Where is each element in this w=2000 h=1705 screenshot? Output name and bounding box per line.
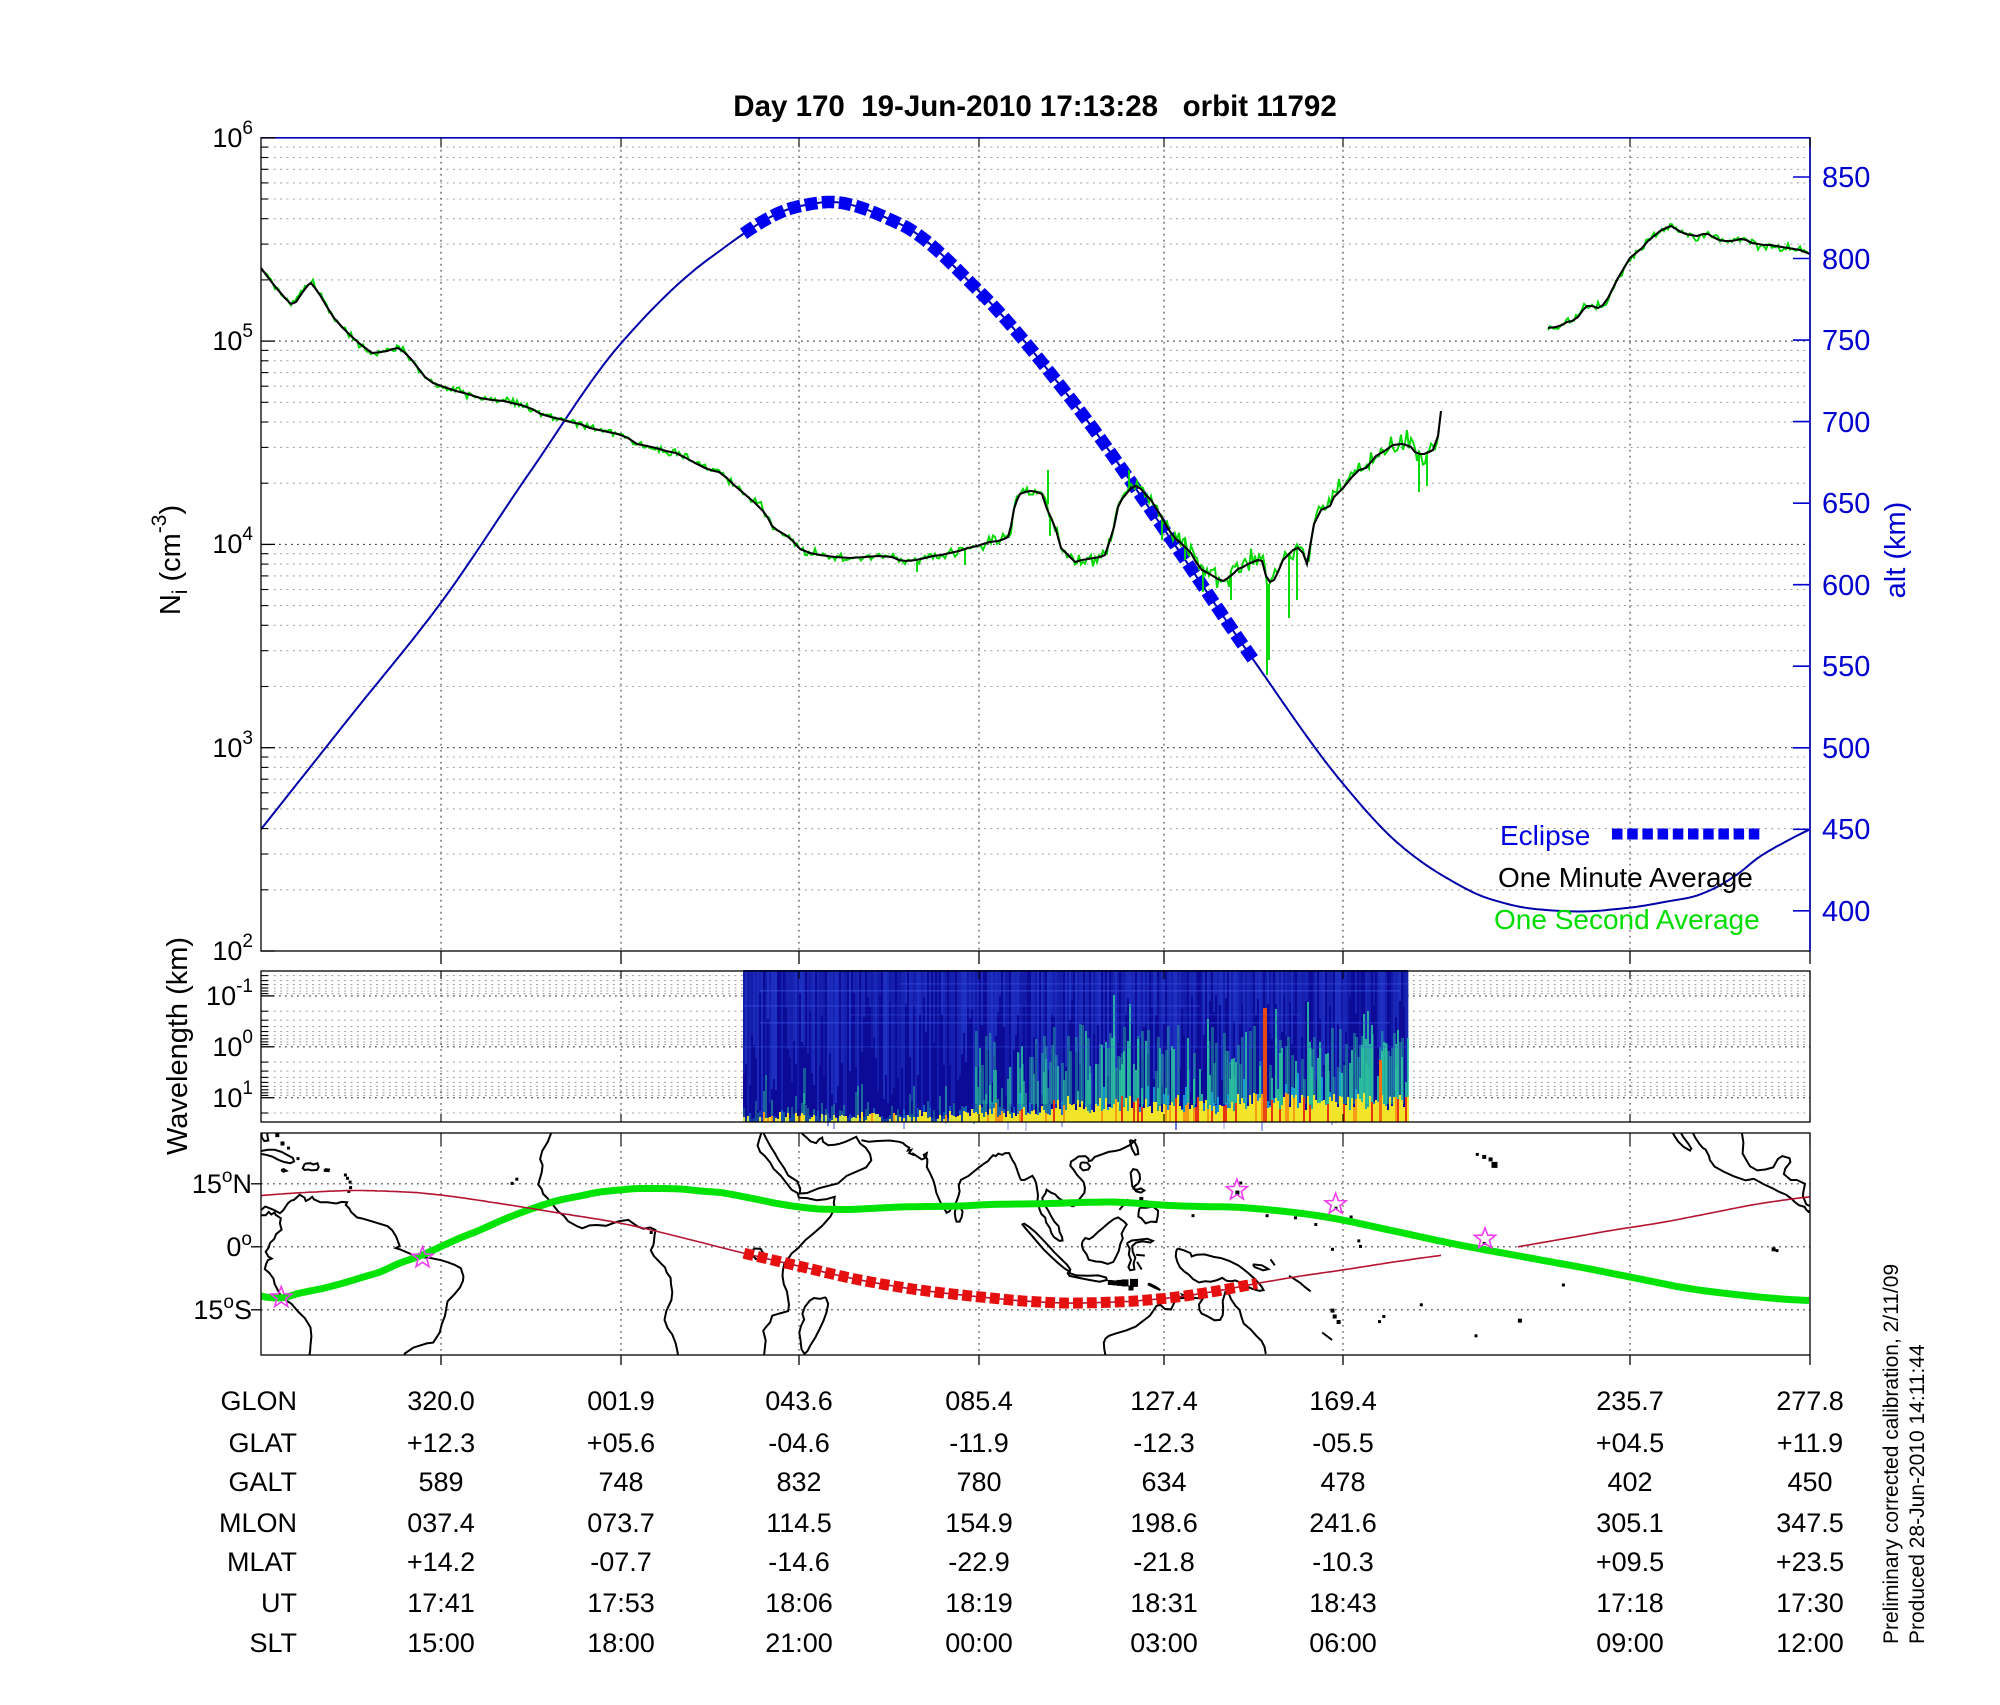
- svg-text:GLAT: GLAT: [228, 1428, 297, 1458]
- svg-text:347.5: 347.5: [1776, 1508, 1844, 1538]
- svg-text:18:31: 18:31: [1130, 1588, 1198, 1618]
- svg-text:700: 700: [1822, 407, 1870, 439]
- svg-text:001.9: 001.9: [587, 1386, 655, 1416]
- svg-text:21:00: 21:00: [765, 1628, 833, 1658]
- svg-text:198.6: 198.6: [1130, 1508, 1198, 1538]
- svg-text:Wavelength (km): Wavelength (km): [162, 937, 194, 1155]
- svg-text:105: 105: [212, 321, 253, 356]
- svg-text:MLAT: MLAT: [227, 1547, 297, 1577]
- svg-text:03:00: 03:00: [1130, 1628, 1198, 1658]
- svg-text:18:19: 18:19: [945, 1588, 1013, 1618]
- svg-text:Preliminary corrected calibrat: Preliminary corrected calibration, 2/11/…: [1880, 1264, 1903, 1644]
- svg-text:Produced 28-Jun-2010 14:11:44: Produced 28-Jun-2010 14:11:44: [1906, 1344, 1929, 1644]
- svg-text:305.1: 305.1: [1596, 1508, 1664, 1538]
- svg-text:241.6: 241.6: [1309, 1508, 1377, 1538]
- svg-text:18:00: 18:00: [587, 1628, 655, 1658]
- svg-text:18:43: 18:43: [1309, 1588, 1377, 1618]
- svg-text:-21.8: -21.8: [1133, 1547, 1195, 1577]
- svg-text:-10.3: -10.3: [1312, 1547, 1374, 1577]
- svg-text:17:18: 17:18: [1596, 1588, 1664, 1618]
- svg-text:One Second Average: One Second Average: [1494, 904, 1760, 935]
- svg-text:169.4: 169.4: [1309, 1386, 1377, 1416]
- svg-text:GLON: GLON: [220, 1386, 297, 1416]
- svg-text:-22.9: -22.9: [948, 1547, 1010, 1577]
- svg-text:037.4: 037.4: [407, 1508, 475, 1538]
- svg-text:17:30: 17:30: [1776, 1588, 1844, 1618]
- svg-text:-04.6: -04.6: [768, 1428, 830, 1458]
- svg-text:085.4: 085.4: [945, 1386, 1013, 1416]
- svg-text:235.7: 235.7: [1596, 1386, 1664, 1416]
- svg-text:06:00: 06:00: [1309, 1628, 1377, 1658]
- svg-text:18:06: 18:06: [765, 1588, 833, 1618]
- svg-text:+23.5: +23.5: [1776, 1547, 1844, 1577]
- svg-text:102: 102: [212, 931, 253, 966]
- svg-text:114.5: 114.5: [766, 1508, 832, 1538]
- svg-text:-05.5: -05.5: [1312, 1428, 1374, 1458]
- svg-text:+12.3: +12.3: [407, 1428, 475, 1458]
- svg-text:320.0: 320.0: [407, 1386, 475, 1416]
- svg-text:402: 402: [1607, 1467, 1652, 1497]
- svg-text:650: 650: [1822, 488, 1870, 520]
- svg-text:450: 450: [1822, 814, 1870, 846]
- svg-text:277.8: 277.8: [1776, 1386, 1844, 1416]
- svg-text:500: 500: [1822, 733, 1870, 765]
- svg-text:Ni (cm-3): Ni (cm-3): [148, 505, 192, 615]
- svg-text:09:00: 09:00: [1596, 1628, 1664, 1658]
- svg-text:15oS: 15oS: [193, 1292, 252, 1325]
- svg-text:-07.7: -07.7: [590, 1547, 652, 1577]
- svg-text:-14.6: -14.6: [768, 1547, 830, 1577]
- svg-text:15oN: 15oN: [192, 1166, 252, 1199]
- svg-text:Eclipse: Eclipse: [1500, 820, 1590, 851]
- svg-text:17:53: 17:53: [587, 1588, 655, 1618]
- svg-text:SLT: SLT: [249, 1628, 297, 1658]
- svg-text:MLON: MLON: [219, 1508, 297, 1538]
- svg-text:073.7: 073.7: [587, 1508, 655, 1538]
- svg-text:One Minute Average: One Minute Average: [1498, 862, 1753, 893]
- svg-text:00:00: 00:00: [945, 1628, 1013, 1658]
- svg-text:10-1: 10-1: [206, 976, 253, 1011]
- svg-text:-12.3: -12.3: [1133, 1428, 1195, 1458]
- svg-text:600: 600: [1822, 570, 1870, 602]
- svg-text:+04.5: +04.5: [1596, 1428, 1664, 1458]
- svg-text:450: 450: [1787, 1467, 1832, 1497]
- svg-text:478: 478: [1320, 1467, 1365, 1497]
- svg-text:+05.6: +05.6: [587, 1428, 655, 1458]
- svg-text:589: 589: [418, 1467, 463, 1497]
- svg-text:Day 170 19-Jun-2010 17:13:28: Day 170 19-Jun-2010 17:13:28 orbit 11792: [733, 90, 1336, 123]
- svg-text:780: 780: [956, 1467, 1001, 1497]
- svg-text:12:00: 12:00: [1776, 1628, 1844, 1658]
- svg-text:+11.9: +11.9: [1777, 1428, 1843, 1458]
- svg-text:634: 634: [1141, 1467, 1186, 1497]
- svg-text:043.6: 043.6: [765, 1386, 833, 1416]
- svg-text:748: 748: [598, 1467, 643, 1497]
- svg-text:550: 550: [1822, 651, 1870, 683]
- svg-text:alt (km): alt (km): [1880, 502, 1912, 599]
- svg-text:400: 400: [1822, 896, 1870, 928]
- svg-text:832: 832: [776, 1467, 821, 1497]
- svg-text:800: 800: [1822, 244, 1870, 276]
- svg-text:UT: UT: [261, 1588, 297, 1618]
- svg-text:17:41: 17:41: [407, 1588, 475, 1618]
- svg-text:15:00: 15:00: [407, 1628, 475, 1658]
- svg-text:+09.5: +09.5: [1596, 1547, 1664, 1577]
- svg-text:GALT: GALT: [228, 1467, 297, 1497]
- svg-text:+14.2: +14.2: [407, 1547, 475, 1577]
- svg-text:-11.9: -11.9: [949, 1428, 1009, 1458]
- svg-text:127.4: 127.4: [1130, 1386, 1198, 1416]
- svg-text:750: 750: [1822, 325, 1870, 357]
- svg-text:154.9: 154.9: [945, 1508, 1013, 1538]
- svg-text:850: 850: [1822, 162, 1870, 194]
